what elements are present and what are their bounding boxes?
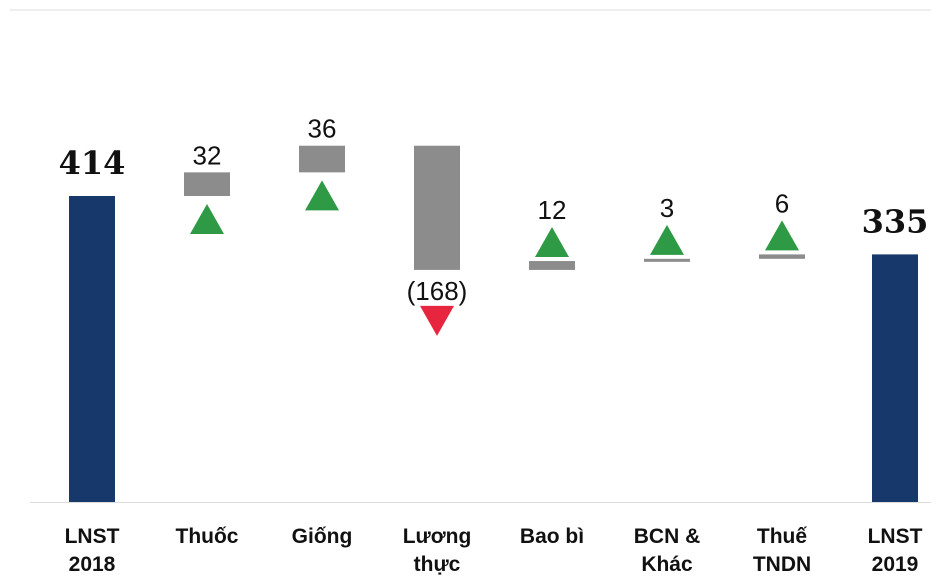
increase-arrow-1 xyxy=(190,204,224,234)
category-label-7-line-0: LNST xyxy=(868,525,923,548)
delta-value-label-5: 3 xyxy=(660,193,674,223)
category-label-6-line-1: TNDN xyxy=(753,553,811,576)
delta-value-label-3: (168) xyxy=(407,276,468,306)
delta-bar-3 xyxy=(414,145,460,270)
delta-bar-4 xyxy=(529,261,575,270)
category-label-5-line-1: Khác xyxy=(641,553,693,576)
category-label-0-line-0: LNST xyxy=(65,525,120,548)
total-value-label-0: 414 xyxy=(59,144,126,182)
delta-bar-2 xyxy=(299,145,345,173)
decrease-arrow-3 xyxy=(420,305,454,336)
delta-bar-5 xyxy=(644,258,690,262)
total-bar-7 xyxy=(872,254,918,502)
category-label-3-line-0: Lương xyxy=(403,525,472,548)
delta-bar-6 xyxy=(759,254,805,259)
category-label-2-line-0: Giống xyxy=(292,525,353,548)
increase-arrow-6 xyxy=(765,220,799,251)
category-label-4-line-0: Bao bì xyxy=(520,525,584,548)
increase-arrow-5 xyxy=(650,224,684,255)
total-bar-0 xyxy=(69,196,115,502)
increase-arrow-4 xyxy=(535,227,569,258)
delta-value-label-2: 36 xyxy=(308,114,337,144)
category-label-1-line-0: Thuốc xyxy=(176,525,239,548)
category-label-3-line-1: thực xyxy=(414,553,461,576)
delta-value-label-6: 6 xyxy=(775,188,789,218)
delta-value-label-1: 32 xyxy=(193,140,222,170)
category-label-6-line-0: Thuế xyxy=(757,525,807,548)
delta-value-label-4: 12 xyxy=(538,195,567,225)
delta-bar-1 xyxy=(184,172,230,196)
category-label-0-line-1: 2018 xyxy=(69,553,116,576)
category-label-7-line-1: 2019 xyxy=(872,553,919,576)
category-label-5-line-0: BCN & xyxy=(634,525,701,548)
increase-arrow-2 xyxy=(305,180,339,211)
total-value-label-7: 335 xyxy=(862,202,929,240)
